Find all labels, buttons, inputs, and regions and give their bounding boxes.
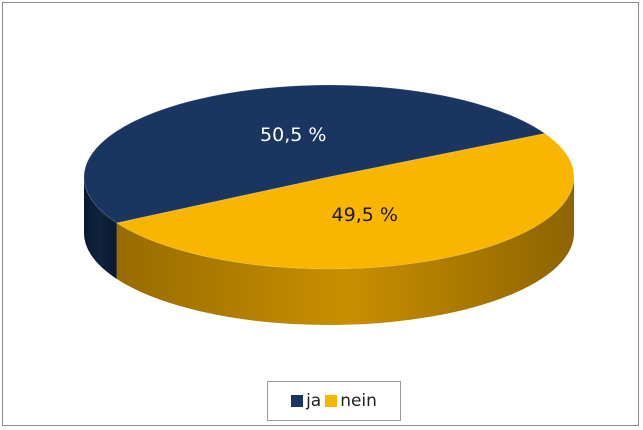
legend-label-ja: ja: [306, 391, 322, 411]
legend-label-nein: nein: [340, 391, 377, 411]
legend-swatch-nein: [325, 395, 338, 407]
pie-side-shade-ja: [84, 177, 117, 279]
pie-chart: 50,5 % 49,5 %: [83, 84, 575, 325]
pie-slice-nein: [115, 132, 575, 270]
pie-slice-ja: [83, 84, 547, 224]
pie-side-shade-nein: [116, 177, 574, 325]
data-label-nein: 49,5 %: [332, 204, 398, 226]
data-label-ja: 50,5 %: [260, 124, 326, 146]
legend-item-nein: nein: [325, 391, 377, 411]
legend: ja nein: [267, 381, 401, 421]
legend-swatch-ja: [291, 395, 304, 407]
chart-area: 50,5 % 49,5 % ja nein: [2, 2, 639, 426]
legend-item-ja: ja: [291, 391, 321, 411]
